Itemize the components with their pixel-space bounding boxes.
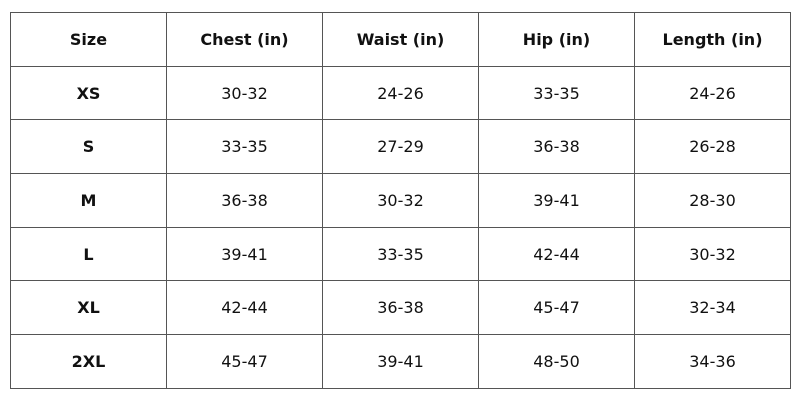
measure-cell: 36-38 (478, 119, 635, 175)
table-row: M 36-38 30-32 39-41 28-30 (10, 173, 791, 228)
measure-cell: 30-32 (634, 226, 791, 282)
measure-cell: 34-36 (634, 334, 791, 389)
measure-cell: 30-32 (322, 173, 479, 228)
measure-cell: 27-29 (322, 119, 479, 175)
measure-cell: 33-35 (478, 65, 635, 121)
size-chart: Size Chest (in) Waist (in) Hip (in) Length (… (10, 12, 791, 389)
header-cell: Length (in) (634, 12, 791, 67)
header-cell: Chest (in) (166, 12, 323, 67)
header-cell: Size (10, 12, 167, 67)
table-row: 2XL 45-47 39-41 48-50 34-36 (10, 334, 791, 389)
measure-cell: 48-50 (478, 334, 635, 389)
header-cell: Waist (in) (322, 12, 479, 67)
measure-cell: 45-47 (478, 280, 635, 336)
table-row: S 33-35 27-29 36-38 26-28 (10, 119, 791, 175)
size-cell: XS (10, 65, 167, 121)
measure-cell: 24-26 (322, 65, 479, 121)
measure-cell: 39-41 (478, 173, 635, 228)
measure-cell: 39-41 (322, 334, 479, 389)
size-cell: 2XL (10, 334, 167, 389)
table-row: XL 42-44 36-38 45-47 32-34 (10, 280, 791, 336)
size-table: Size Chest (in) Waist (in) Hip (in) Length (… (10, 12, 791, 389)
table-row: XS 30-32 24-26 33-35 24-26 (10, 65, 791, 121)
measure-cell: 39-41 (166, 226, 323, 282)
measure-cell: 36-38 (322, 280, 479, 336)
measure-cell: 45-47 (166, 334, 323, 389)
size-cell: S (10, 119, 167, 175)
size-cell: M (10, 173, 167, 228)
header-cell: Hip (in) (478, 12, 635, 67)
measure-cell: 28-30 (634, 173, 791, 228)
measure-cell: 32-34 (634, 280, 791, 336)
header-row: Size Chest (in) Waist (in) Hip (in) Length (… (10, 12, 791, 67)
measure-cell: 33-35 (322, 226, 479, 282)
size-cell: XL (10, 280, 167, 336)
measure-cell: 30-32 (166, 65, 323, 121)
measure-cell: 36-38 (166, 173, 323, 228)
size-cell: L (10, 226, 167, 282)
measure-cell: 42-44 (166, 280, 323, 336)
measure-cell: 24-26 (634, 65, 791, 121)
table-row: L 39-41 33-35 42-44 30-32 (10, 226, 791, 282)
measure-cell: 26-28 (634, 119, 791, 175)
measure-cell: 33-35 (166, 119, 323, 175)
measure-cell: 42-44 (478, 226, 635, 282)
